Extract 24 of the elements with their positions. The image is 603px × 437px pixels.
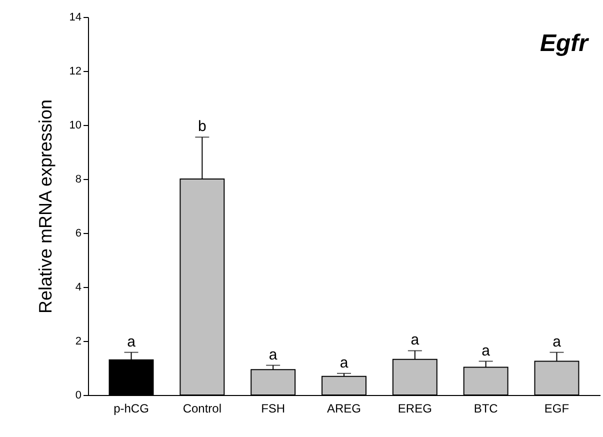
y-tick-label: 10 [69,120,82,132]
x-tick-label: p-hCG [114,402,149,416]
x-tick-label: FSH [261,402,286,416]
annotation: a [268,346,278,364]
y-tick-label: 4 [75,282,82,294]
x-tick-label: EGF [544,402,570,416]
annotation: a [482,342,491,360]
annotation: a [410,332,420,349]
annotation: a [127,333,136,350]
y-tick-label: 6 [75,228,82,240]
y-tick-label: 0 [75,390,82,402]
x-tick-label: AREG [326,402,362,416]
text: Egfr [540,30,590,57]
annotation: a [552,333,562,350]
y-tick-label: 14 [69,12,82,24]
y-tick-label: 2 [75,336,82,348]
y-tick-label: 12 [69,66,82,78]
x-tick-label: Control [182,402,222,416]
y-axis-title: Relative mRNA expression [35,99,56,314]
annotation: b [198,118,206,136]
y-tick-label: 8 [75,174,82,186]
annotation: a [340,354,349,372]
x-tick-label: EREG [398,402,432,416]
x-tick-label: BTC [474,402,498,416]
